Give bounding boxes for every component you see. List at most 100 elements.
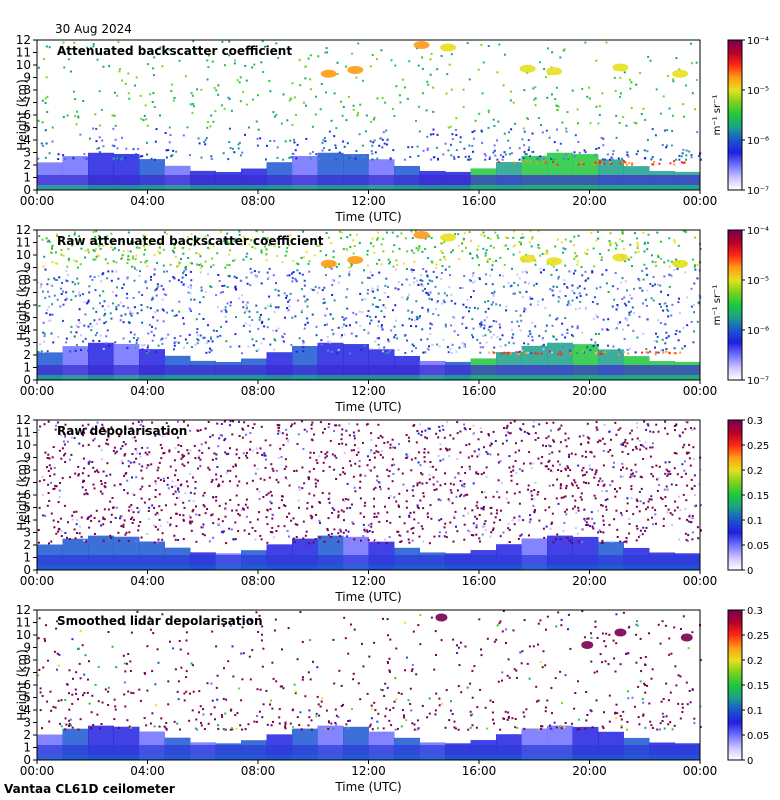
speckle bbox=[234, 288, 237, 290]
speckle bbox=[665, 715, 668, 718]
speckle bbox=[661, 712, 664, 715]
speckle bbox=[197, 455, 200, 458]
speckle bbox=[691, 62, 694, 65]
heatmap-texture bbox=[37, 230, 702, 380]
speckle bbox=[563, 157, 566, 160]
speckle bbox=[109, 500, 112, 503]
speckle bbox=[278, 424, 281, 427]
speckle bbox=[304, 65, 307, 68]
speckle bbox=[691, 538, 694, 541]
speckle bbox=[331, 453, 334, 456]
speckle bbox=[480, 233, 483, 236]
speckle bbox=[542, 348, 545, 351]
speckle bbox=[533, 497, 536, 500]
speckle bbox=[685, 84, 687, 87]
speckle bbox=[163, 480, 166, 482]
speckle bbox=[389, 443, 392, 446]
speckle bbox=[678, 434, 681, 437]
speckle bbox=[566, 328, 569, 331]
speckle bbox=[476, 706, 479, 709]
speckle bbox=[686, 484, 689, 487]
speckle bbox=[375, 58, 378, 61]
speckle bbox=[528, 433, 531, 435]
speckle bbox=[47, 453, 50, 456]
speckle bbox=[244, 728, 247, 731]
speckle bbox=[627, 697, 630, 700]
speckle bbox=[98, 136, 101, 139]
speckle bbox=[586, 517, 589, 520]
panel-title: Attenuated backscatter coefficient bbox=[57, 44, 292, 58]
speckle bbox=[523, 144, 526, 147]
speckle bbox=[145, 430, 148, 432]
speckle bbox=[98, 340, 101, 342]
speckle bbox=[341, 231, 344, 234]
speckle bbox=[688, 443, 691, 446]
speckle bbox=[236, 484, 239, 487]
speckle bbox=[589, 525, 591, 528]
near-surface-layer bbox=[37, 555, 700, 565]
speckle bbox=[196, 342, 199, 345]
speckle bbox=[172, 99, 175, 102]
speckle bbox=[645, 273, 648, 276]
speckle bbox=[340, 509, 343, 512]
speckle bbox=[110, 232, 113, 235]
speckle bbox=[242, 507, 244, 510]
speckle bbox=[662, 517, 665, 520]
speckle bbox=[573, 151, 576, 154]
speckle bbox=[630, 497, 633, 500]
speckle bbox=[658, 303, 661, 306]
speckle bbox=[690, 320, 693, 323]
speckle bbox=[656, 335, 659, 338]
speckle bbox=[304, 323, 307, 326]
speckle bbox=[202, 526, 204, 529]
speckle bbox=[146, 689, 149, 692]
speckle bbox=[584, 151, 587, 154]
speckle bbox=[604, 660, 607, 663]
speckle bbox=[443, 535, 446, 538]
speckle bbox=[200, 721, 202, 724]
speckle bbox=[135, 339, 138, 342]
speckle bbox=[568, 456, 570, 458]
speckle bbox=[115, 270, 118, 273]
speckle bbox=[234, 285, 237, 288]
speckle bbox=[377, 541, 380, 544]
speckle bbox=[698, 302, 701, 305]
speckle bbox=[397, 504, 400, 507]
speckle bbox=[621, 475, 624, 478]
speckle bbox=[419, 643, 422, 646]
y-tick-label: 2 bbox=[23, 348, 31, 362]
speckle bbox=[78, 291, 81, 294]
speckle bbox=[450, 53, 453, 56]
speckle bbox=[221, 423, 223, 425]
speckle bbox=[195, 540, 198, 543]
speckle bbox=[410, 527, 413, 530]
speckle bbox=[309, 456, 312, 459]
speckle bbox=[286, 515, 288, 518]
speckle bbox=[124, 82, 127, 85]
speckle bbox=[646, 318, 649, 321]
speckle bbox=[510, 152, 513, 155]
speckle bbox=[38, 480, 41, 483]
speckle bbox=[678, 311, 681, 314]
speckle bbox=[384, 101, 387, 104]
speckle bbox=[300, 288, 303, 291]
speckle bbox=[502, 285, 505, 288]
speckle bbox=[38, 617, 41, 620]
speckle bbox=[638, 315, 641, 318]
speckle bbox=[407, 436, 410, 439]
speckle bbox=[42, 290, 44, 293]
speckle bbox=[274, 339, 277, 342]
speckle bbox=[422, 540, 425, 543]
speckle bbox=[472, 482, 475, 485]
speckle bbox=[229, 447, 231, 450]
speckle bbox=[662, 715, 665, 718]
speckle bbox=[340, 237, 343, 240]
speckle bbox=[541, 298, 544, 301]
speckle bbox=[95, 127, 98, 130]
speckle bbox=[163, 451, 166, 454]
speckle bbox=[203, 336, 206, 339]
speckle bbox=[575, 512, 578, 514]
speckle bbox=[133, 306, 136, 309]
speckle bbox=[86, 302, 89, 305]
speckle bbox=[190, 233, 193, 236]
